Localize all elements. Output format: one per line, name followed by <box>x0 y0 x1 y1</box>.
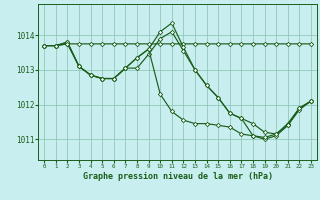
X-axis label: Graphe pression niveau de la mer (hPa): Graphe pression niveau de la mer (hPa) <box>83 172 273 181</box>
